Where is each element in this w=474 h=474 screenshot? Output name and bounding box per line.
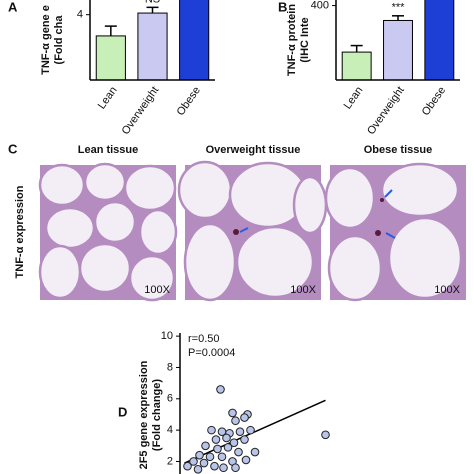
image-title: Overweight tissue [206, 144, 301, 156]
bar [137, 12, 168, 81]
point [183, 461, 192, 471]
point [321, 430, 330, 440]
micrograph: 100X [324, 162, 466, 302]
panel-c: C Lean tissue Overweight tissue Obese ti… [8, 141, 466, 302]
bar [95, 35, 126, 81]
x-tick-label: Lean [96, 85, 120, 112]
point [201, 441, 210, 451]
magnification: 100X [434, 284, 460, 296]
y-tick-label: 4 [167, 424, 173, 436]
y-axis-label: (IHC Inte [299, 17, 311, 62]
y-axis-label: TNF-α protein [286, 4, 298, 76]
y-axis-label: 2F5 gene expression [138, 360, 150, 469]
point [213, 444, 222, 454]
point [189, 457, 198, 466]
x-tick-label: Lean [342, 85, 366, 112]
point [231, 463, 240, 473]
bar [383, 19, 413, 81]
significance-label: *** [392, 2, 406, 14]
significance-label: NS [145, 0, 160, 5]
point [240, 413, 249, 422]
point [195, 450, 204, 460]
point [216, 385, 225, 394]
y-tick-label: 10 [161, 330, 173, 342]
bar [341, 51, 372, 81]
panel-label: C [8, 141, 18, 156]
point [240, 435, 249, 444]
point [234, 447, 243, 457]
point [217, 452, 227, 462]
plot [341, 0, 455, 81]
point [199, 458, 209, 468]
panel-label: D [118, 404, 127, 419]
fit-line [184, 399, 326, 464]
y-axis-label: (Fold cha [53, 15, 65, 65]
point [228, 408, 237, 418]
point [250, 447, 260, 457]
y-tick-label: 400 [311, 0, 329, 11]
panel-label: B [278, 0, 287, 14]
magnification: 100X [290, 284, 316, 296]
row-label: TNF-α expression [14, 185, 26, 278]
point [222, 433, 231, 443]
image-title: Obese tissue [364, 144, 432, 156]
magnification: 100X [144, 284, 170, 296]
annotation: P=0.0004 [188, 347, 235, 359]
x-tick-label: Obese [420, 85, 448, 118]
point [229, 438, 239, 447]
x-tick-label: Obese [175, 85, 203, 118]
bar [179, 0, 210, 81]
y-tick-label: 6 [167, 393, 173, 405]
panel-label: A [8, 0, 18, 14]
y-tick-label: 8 [167, 361, 173, 373]
point [210, 461, 219, 471]
y-tick-label: 2 [167, 455, 173, 467]
y-axis-label: (Fold change) [151, 379, 163, 451]
point [219, 463, 228, 473]
y-tick-label: 4 [77, 9, 83, 21]
micrograph: 100X [177, 160, 328, 302]
point [241, 455, 251, 465]
point [235, 427, 245, 437]
point [231, 416, 240, 426]
point [205, 452, 215, 462]
bar [424, 0, 455, 81]
point [193, 465, 203, 474]
y-axis-label: TNF-α gene e [40, 5, 52, 75]
x-tick-label: Overweight [365, 85, 407, 137]
image-title: Lean tissue [78, 144, 139, 156]
point [246, 425, 255, 435]
point [207, 425, 216, 435]
point [211, 435, 221, 444]
micrograph: 100X [38, 162, 178, 302]
annotation: r=0.50 [188, 333, 220, 345]
plot [95, 0, 210, 81]
point [223, 443, 233, 452]
x-tick-label: Overweight [120, 85, 162, 137]
